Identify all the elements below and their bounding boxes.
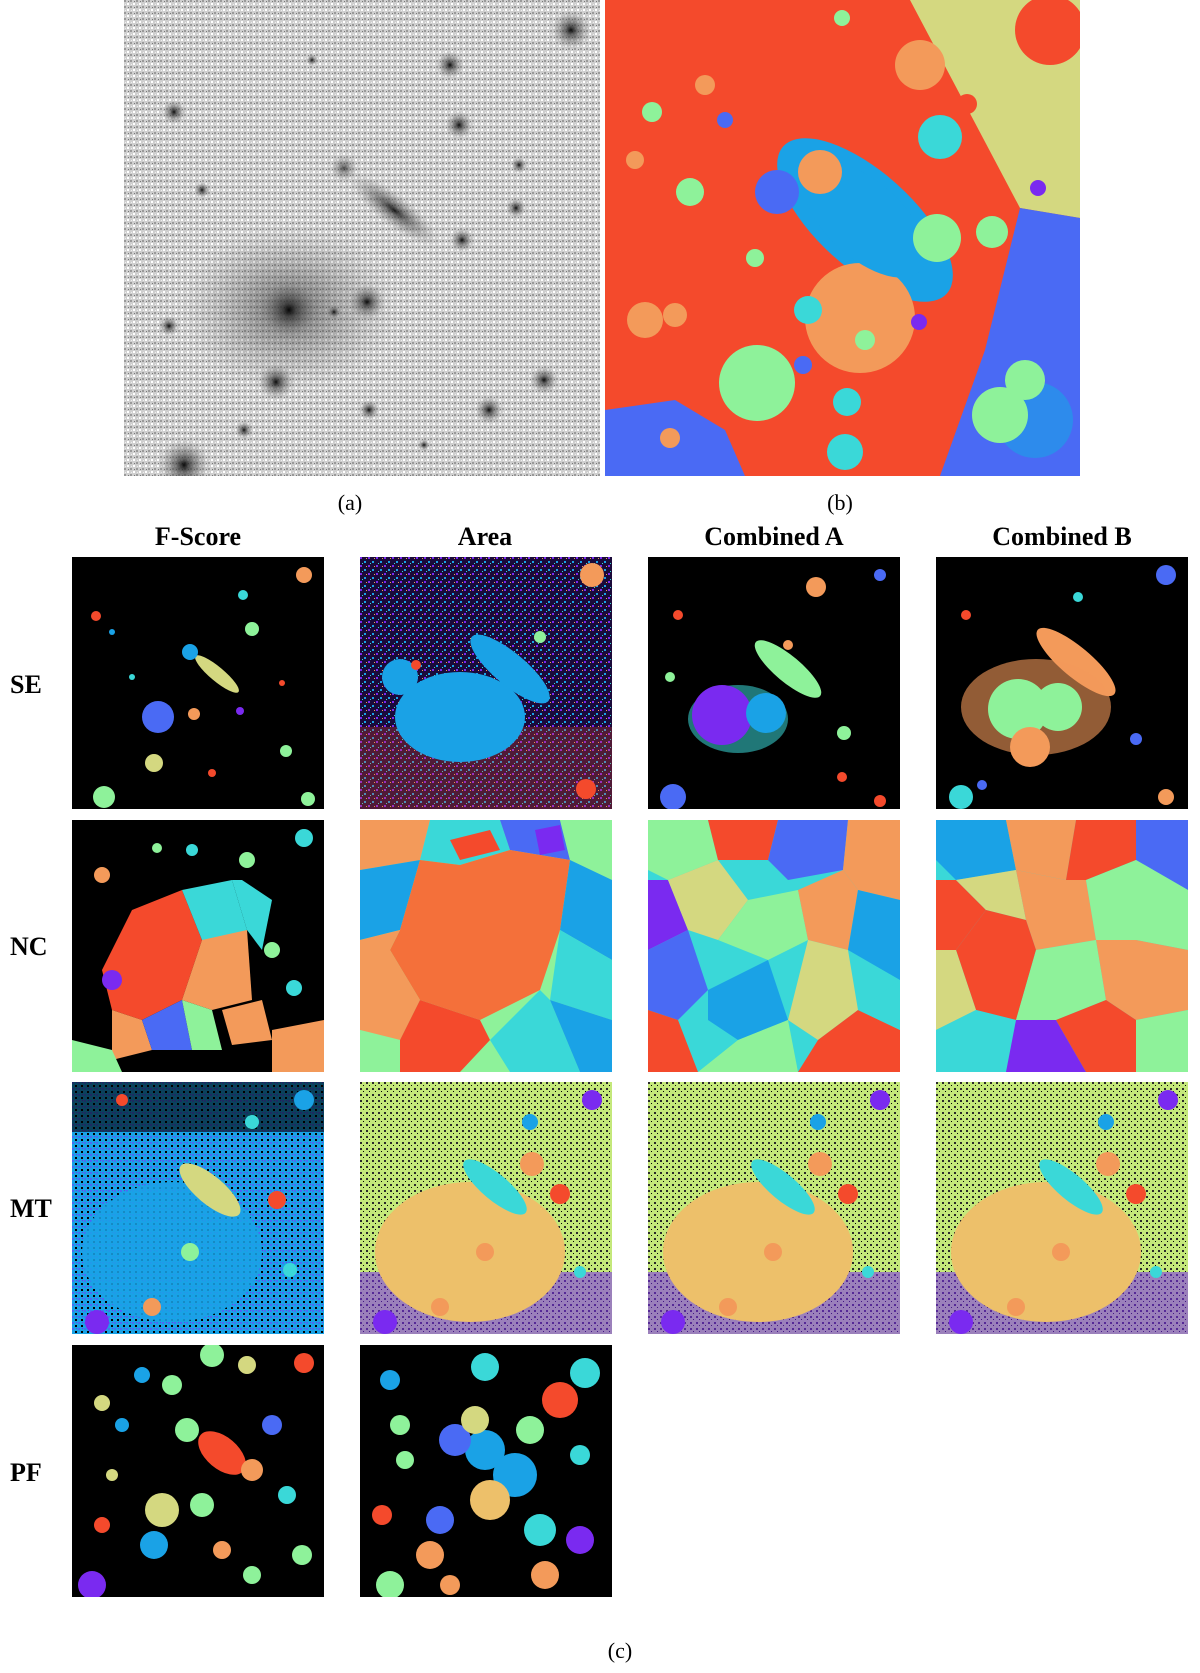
nc-f-score-panel	[72, 820, 324, 1072]
se-combined-a-panel	[648, 557, 900, 809]
se-combined-b-panel	[936, 557, 1188, 809]
row-header-se: SE	[10, 670, 42, 699]
nc-combined-b-panel	[936, 820, 1188, 1072]
mt-combined-a-panel	[648, 1082, 900, 1334]
nc-combined-a-panel	[648, 820, 900, 1072]
column-header-combined-b: Combined B	[992, 522, 1132, 551]
mt-f-score-panel	[72, 1082, 324, 1334]
se-f-score-panel	[72, 557, 324, 809]
mt-combined-b-panel	[936, 1082, 1188, 1334]
se-area-panel	[360, 557, 612, 809]
nc-area-panel	[360, 820, 612, 1072]
row-header-pf: PF	[10, 1458, 42, 1487]
pf-area-panel	[360, 1345, 612, 1597]
column-header-combined-a: Combined A	[704, 522, 844, 551]
mt-area-panel	[360, 1082, 612, 1334]
label-b: (b)	[827, 490, 853, 515]
pf-f-score-panel	[72, 1345, 324, 1597]
panel-b-segmentation-map	[605, 0, 1080, 476]
column-header-area: Area	[457, 522, 513, 551]
panel-a-original-image	[124, 0, 600, 476]
label-c: (c)	[607, 1638, 633, 1663]
row-header-mt: MT	[10, 1194, 52, 1223]
label-a: (a)	[337, 490, 363, 515]
row-header-nc: NC	[10, 932, 48, 961]
column-header-f-score: F-Score	[154, 522, 242, 551]
